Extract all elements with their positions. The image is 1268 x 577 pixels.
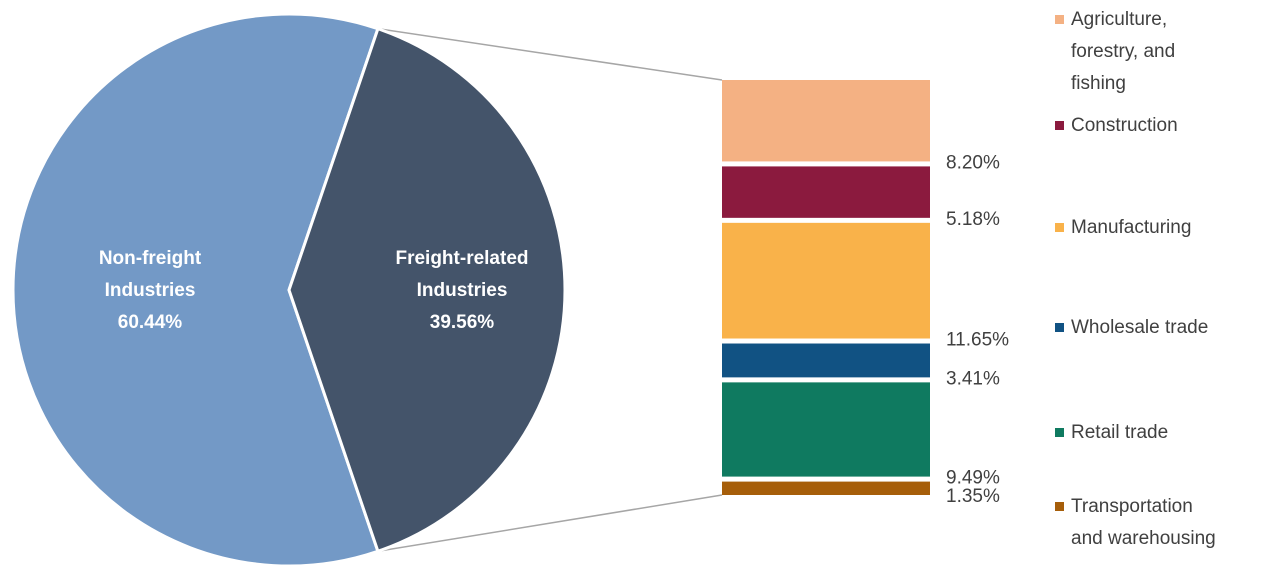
legend-swatch-transportation-and-warehousing (1055, 502, 1064, 511)
legend-swatch-retail-trade (1055, 428, 1064, 437)
connector-line-bottom (377, 494, 723, 553)
legend-swatch-construction (1055, 121, 1064, 130)
pie-label-non-freight-2: 60.44% (118, 312, 183, 333)
pie-group (11, 12, 567, 568)
value-label-agriculture-forestry-and-fishing: 8.20% (946, 152, 1000, 173)
pie-labels-group: Non-freight Industries 60.44% Freight-relat… (99, 248, 529, 333)
pie-label-freight-related-2: 39.56% (430, 312, 495, 333)
bar-segment-retail-trade (722, 382, 930, 477)
legend-label-agriculture-forestry-and-fishing-1: forestry, and (1071, 41, 1175, 62)
bar-segment-construction (722, 166, 930, 218)
value-label-construction: 5.18% (946, 209, 1000, 230)
legend-swatch-wholesale-trade (1055, 323, 1064, 332)
breakdown-value-labels: 8.20% 5.18% 11.65% 3.41% 9.49%1.35% (946, 152, 1009, 507)
pie-slice-freight-related (287, 26, 567, 554)
legend: Agriculture, forestry, and fishing Construc… (1055, 9, 1216, 549)
legend-label-wholesale-trade-0: Wholesale trade (1071, 317, 1208, 338)
bar-segment-transportation-and-warehousing (722, 481, 930, 495)
value-label-transportation-and-warehousing: 1.35% (946, 486, 1000, 507)
legend-label-manufacturing-0: Manufacturing (1071, 217, 1191, 238)
legend-label-transportation-and-warehousing-0: Transportation (1071, 496, 1193, 517)
connector-lines (377, 27, 723, 553)
value-label-manufacturing: 11.65% (946, 330, 1009, 351)
bar-segment-manufacturing (722, 222, 930, 339)
value-label-wholesale-trade: 3.41% (946, 368, 1000, 389)
bar-segment-agriculture-forestry-and-fishing (722, 80, 930, 162)
legend-label-agriculture-forestry-and-fishing-0: Agriculture, (1071, 9, 1167, 30)
legend-swatch-manufacturing (1055, 223, 1064, 232)
legend-label-agriculture-forestry-and-fishing-2: fishing (1071, 73, 1126, 94)
connector-line-top (377, 27, 723, 81)
legend-label-transportation-and-warehousing-1: and warehousing (1071, 528, 1216, 549)
legend-label-construction-0: Construction (1071, 115, 1178, 136)
legend-label-retail-trade-0: Retail trade (1071, 422, 1168, 443)
breakdown-bar-group (722, 80, 930, 495)
value-label-retail-trade: 9.49% (946, 468, 1000, 489)
legend-swatch-agriculture-forestry-and-fishing (1055, 15, 1064, 24)
pie-label-non-freight-1: Industries (105, 280, 196, 301)
pie-label-freight-related-1: Industries (417, 280, 508, 301)
bar-segment-wholesale-trade (722, 343, 930, 378)
pie-slice-non-freight (11, 12, 380, 568)
pie-label-non-freight-0: Non-freight (99, 248, 202, 269)
pie-label-freight-related-0: Freight-related (395, 248, 528, 269)
